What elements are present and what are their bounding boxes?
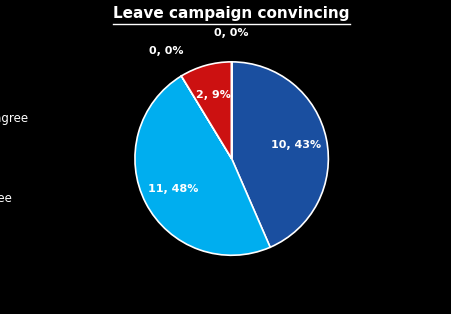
Wedge shape (135, 76, 270, 255)
Text: 0, 0%: 0, 0% (214, 28, 249, 38)
Text: 11, 48%: 11, 48% (148, 184, 198, 194)
Wedge shape (181, 76, 231, 159)
Title: Leave campaign convincing: Leave campaign convincing (113, 6, 349, 21)
Text: 2, 9%: 2, 9% (196, 90, 231, 100)
Wedge shape (231, 62, 327, 247)
Legend: Strongly disagree, Disagree, Not sure, Agree, Strongly Agree: Strongly disagree, Disagree, Not sure, A… (0, 108, 31, 209)
Text: 0, 0%: 0, 0% (149, 46, 183, 56)
Wedge shape (181, 62, 231, 159)
Text: 10, 43%: 10, 43% (271, 140, 320, 150)
